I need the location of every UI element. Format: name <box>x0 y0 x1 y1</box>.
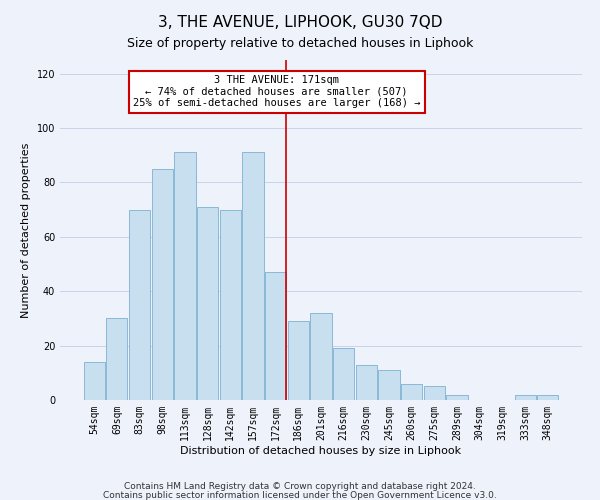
Bar <box>446 394 467 400</box>
Bar <box>356 364 377 400</box>
Bar <box>152 169 173 400</box>
Bar <box>379 370 400 400</box>
Bar <box>515 394 536 400</box>
Bar <box>288 321 309 400</box>
Bar <box>424 386 445 400</box>
Bar <box>265 272 286 400</box>
Bar <box>220 210 241 400</box>
Bar <box>197 207 218 400</box>
Text: 3, THE AVENUE, LIPHOOK, GU30 7QD: 3, THE AVENUE, LIPHOOK, GU30 7QD <box>158 15 442 30</box>
Bar <box>129 210 150 400</box>
Text: 3 THE AVENUE: 171sqm
← 74% of detached houses are smaller (507)
25% of semi-deta: 3 THE AVENUE: 171sqm ← 74% of detached h… <box>133 76 421 108</box>
Text: Size of property relative to detached houses in Liphook: Size of property relative to detached ho… <box>127 38 473 51</box>
Y-axis label: Number of detached properties: Number of detached properties <box>21 142 31 318</box>
Bar <box>333 348 354 400</box>
Bar <box>310 313 332 400</box>
Bar <box>84 362 105 400</box>
Bar <box>106 318 127 400</box>
Bar <box>401 384 422 400</box>
Bar <box>537 394 558 400</box>
Bar <box>242 152 263 400</box>
Text: Contains HM Land Registry data © Crown copyright and database right 2024.: Contains HM Land Registry data © Crown c… <box>124 482 476 491</box>
X-axis label: Distribution of detached houses by size in Liphook: Distribution of detached houses by size … <box>181 446 461 456</box>
Text: Contains public sector information licensed under the Open Government Licence v3: Contains public sector information licen… <box>103 490 497 500</box>
Bar <box>175 152 196 400</box>
